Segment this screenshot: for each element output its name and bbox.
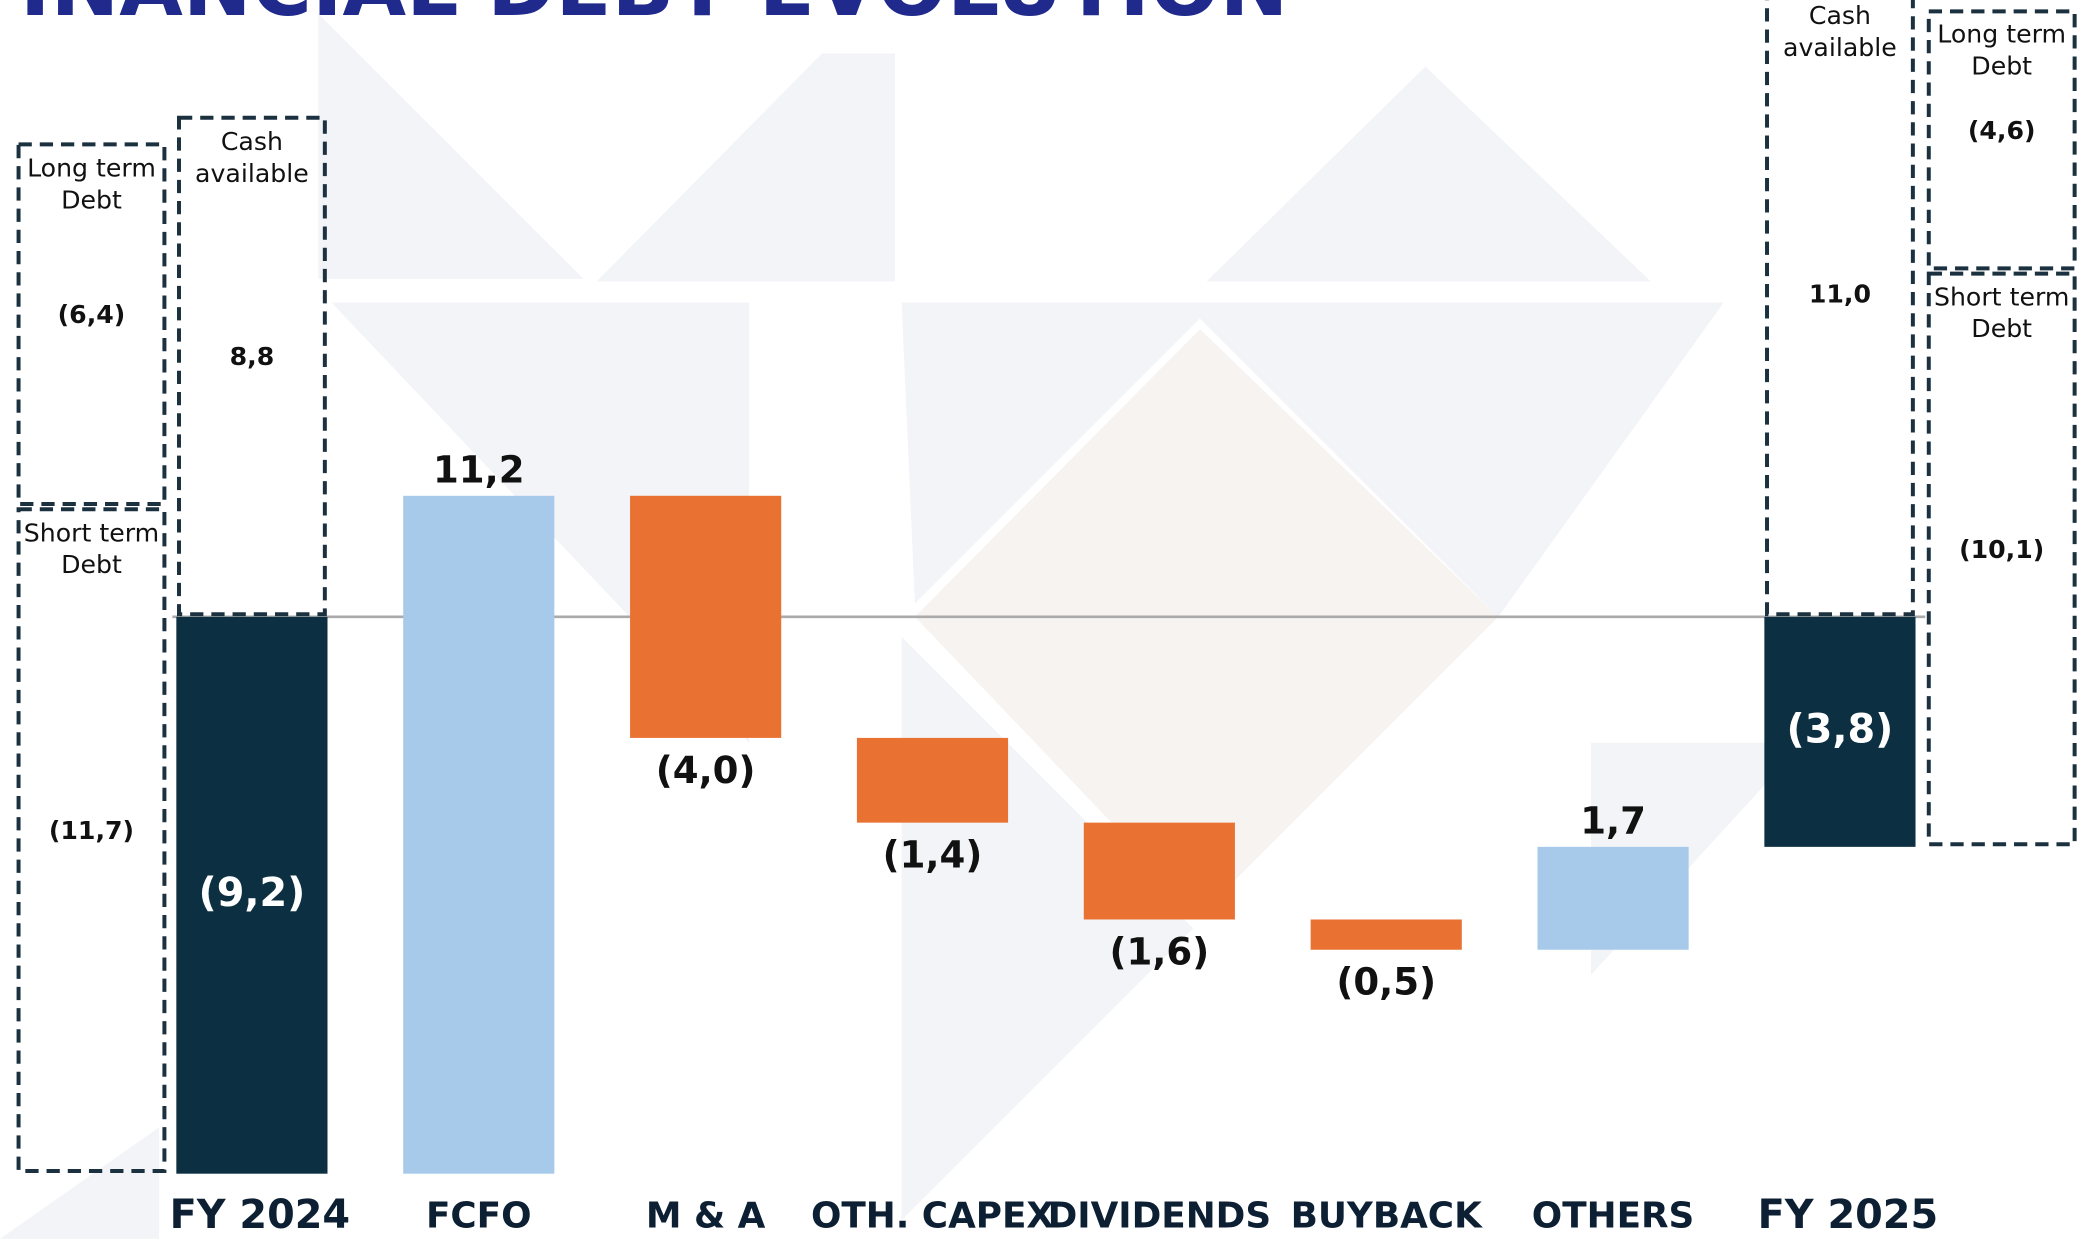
breakdown-box bbox=[1926, 271, 2077, 847]
value-label: (1,4) bbox=[883, 834, 983, 877]
breakdown-box bbox=[16, 507, 167, 1174]
box-label-holder: Long term Debt bbox=[27, 153, 156, 215]
value-label: (1,6) bbox=[1110, 930, 1210, 973]
bar bbox=[176, 616, 328, 1174]
bar bbox=[630, 495, 782, 738]
breakdown-box bbox=[1926, 9, 2077, 271]
x-tick-label: FY 2025 bbox=[1758, 1192, 1938, 1238]
breakdown-label: Cash available bbox=[1783, 1, 1897, 63]
x-tick-label: BUYBACK bbox=[1291, 1195, 1483, 1236]
breakdown-box bbox=[1765, 0, 1915, 617]
bar bbox=[1537, 846, 1689, 950]
box-label-holder: Cash available bbox=[1783, 1, 1897, 63]
x-tick-label: DIVIDENDS bbox=[1048, 1195, 1272, 1236]
value-label: (4,0) bbox=[656, 749, 756, 792]
box-label-holder: Short term Debt bbox=[1933, 282, 2070, 344]
bar bbox=[856, 737, 1009, 823]
value-label: (9,2) bbox=[199, 870, 306, 916]
breakdown-value: 11,0 bbox=[1809, 279, 1871, 308]
bg-shape bbox=[596, 53, 895, 282]
breakdown-value: (4,6) bbox=[1968, 116, 2036, 145]
breakdown-label: Short term Debt bbox=[1933, 282, 2070, 344]
breakdown-label: Long term Debt bbox=[1937, 20, 2067, 82]
bg-shape bbox=[1206, 66, 1651, 282]
bg-shape bbox=[901, 302, 1724, 617]
x-tick-label: M & A bbox=[646, 1195, 766, 1236]
bar bbox=[1764, 616, 1916, 847]
bar bbox=[403, 495, 555, 1174]
bg-shape bbox=[914, 329, 1499, 916]
breakdown-label: Short term Debt bbox=[23, 518, 160, 580]
breakdown-label: Long term Debt bbox=[27, 153, 156, 215]
bar bbox=[1310, 919, 1462, 950]
breakdown-value: (11,7) bbox=[49, 816, 134, 845]
breakdown-label: Cash available bbox=[195, 127, 309, 189]
breakdown-value: (10,1) bbox=[1959, 535, 2044, 564]
value-label: 1,7 bbox=[1580, 799, 1646, 842]
bar bbox=[1083, 822, 1235, 920]
value-label: 11,2 bbox=[433, 448, 525, 491]
x-tick-label: OTH. CAPEX bbox=[811, 1195, 1054, 1236]
breakdown-box bbox=[177, 115, 327, 617]
breakdown-value: (6,4) bbox=[58, 300, 126, 329]
bg-shape bbox=[0, 1127, 160, 1239]
value-label: (3,8) bbox=[1787, 706, 1894, 752]
x-tick-label: FCFO bbox=[426, 1195, 532, 1236]
value-label: (0,5) bbox=[1336, 961, 1436, 1004]
breakdown-value: 8,8 bbox=[230, 342, 275, 371]
x-tick-label: OTHERS bbox=[1532, 1195, 1695, 1236]
bg-shape bbox=[318, 13, 584, 279]
breakdown-box bbox=[16, 142, 167, 506]
x-tick-label: FY 2024 bbox=[170, 1192, 350, 1238]
box-label-holder: Short term Debt bbox=[23, 518, 160, 580]
box-label-holder: Cash available bbox=[195, 127, 309, 189]
chart-title: INANCIAL DEBT EVOLUTION bbox=[20, 0, 1289, 35]
box-label-holder: Long term Debt bbox=[1937, 20, 2067, 82]
